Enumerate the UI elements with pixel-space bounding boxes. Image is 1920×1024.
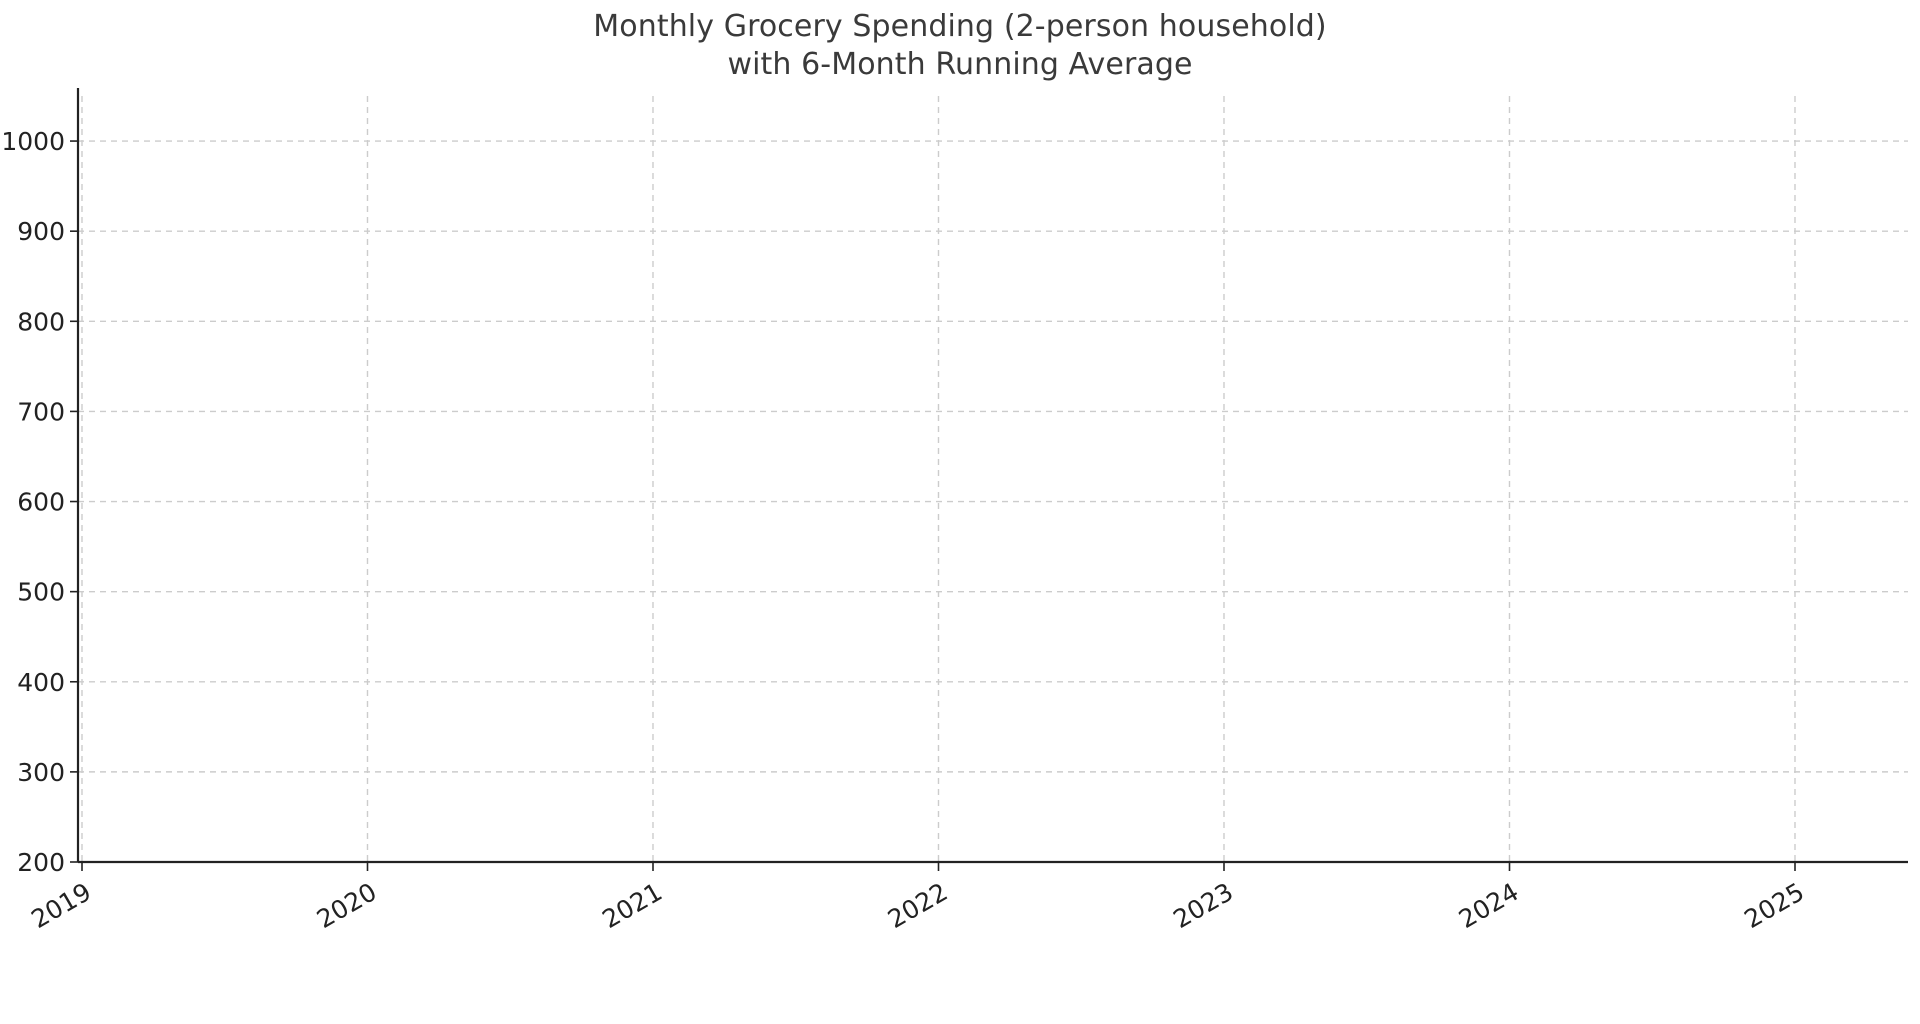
x-tick-label: 2023: [1168, 877, 1238, 934]
y-tick-label: 300: [17, 758, 65, 787]
chart-title: Monthly Grocery Spending (2-person house…: [593, 9, 1327, 83]
y-tick-label: 800: [17, 307, 65, 336]
x-tick-label: 2022: [883, 877, 953, 934]
x-tick-label: 2025: [1739, 877, 1809, 934]
x-tick-label: 2024: [1454, 877, 1524, 934]
y-tick-label: 400: [17, 668, 65, 697]
y-tick-label: 900: [17, 217, 65, 246]
y-tick-label: 500: [17, 578, 65, 607]
x-tick-label: 2020: [312, 877, 382, 934]
x-tick-label: 2021: [597, 877, 667, 934]
y-tick-label: 700: [17, 397, 65, 426]
y-tick-label: 600: [17, 488, 65, 517]
y-tick-label: 1000: [1, 127, 65, 156]
x-tick-label: 2019: [26, 877, 96, 934]
y-tick-label: 200: [17, 848, 65, 877]
